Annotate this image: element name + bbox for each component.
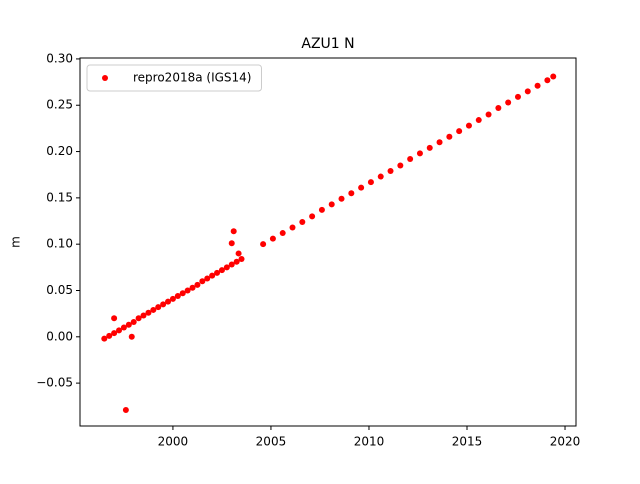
point — [387, 168, 394, 175]
point — [189, 284, 196, 291]
point — [228, 240, 235, 247]
point — [377, 173, 384, 180]
point — [169, 295, 176, 302]
legend-box — [86, 64, 262, 92]
point — [128, 333, 135, 340]
point — [495, 105, 502, 112]
y-tick-label: 0.25 — [46, 98, 73, 112]
y-tick-label: 0.00 — [46, 329, 73, 343]
point — [111, 330, 118, 337]
point — [269, 235, 276, 242]
point — [358, 184, 365, 191]
point — [407, 155, 414, 162]
point — [155, 304, 162, 311]
point — [230, 228, 237, 235]
point — [456, 128, 463, 135]
x-tick-label: 2005 — [256, 435, 287, 449]
x-tick-label: 2015 — [452, 435, 483, 449]
point — [328, 201, 335, 208]
point — [174, 293, 181, 300]
point — [120, 324, 127, 331]
point — [145, 309, 152, 316]
y-tick-label: −0.05 — [36, 376, 73, 390]
point — [238, 255, 245, 262]
y-tick-label: 0.20 — [46, 144, 73, 158]
x-tick-label: 2010 — [354, 435, 385, 449]
point — [233, 258, 240, 265]
point — [426, 144, 433, 151]
point — [111, 315, 118, 322]
point — [179, 290, 186, 297]
point — [485, 111, 492, 118]
point — [199, 278, 206, 285]
point — [475, 117, 482, 124]
point — [223, 264, 230, 271]
point — [165, 298, 172, 305]
point — [140, 312, 147, 319]
plot-frame — [79, 57, 577, 427]
point — [309, 213, 316, 220]
point — [436, 139, 443, 146]
point — [204, 275, 211, 282]
point — [397, 162, 404, 169]
point — [289, 224, 296, 231]
point — [318, 206, 325, 213]
point — [279, 230, 286, 237]
y-tick-label: 0.05 — [46, 283, 73, 297]
point — [550, 73, 557, 80]
y-tick-label: 0.30 — [46, 51, 73, 65]
x-tick-label: 2000 — [158, 435, 189, 449]
y-tick-label: 0.10 — [46, 237, 73, 251]
point — [209, 272, 216, 279]
point — [446, 133, 453, 140]
point — [465, 122, 472, 129]
point — [101, 335, 108, 342]
point — [150, 306, 157, 313]
point — [106, 332, 113, 339]
point — [194, 281, 201, 288]
point — [160, 301, 167, 308]
point — [235, 250, 242, 257]
point — [214, 269, 221, 276]
point — [505, 99, 512, 106]
point — [534, 82, 541, 89]
point — [524, 88, 531, 95]
point — [367, 179, 374, 186]
point — [260, 241, 267, 248]
point — [228, 261, 235, 268]
point — [338, 195, 345, 202]
point — [218, 267, 225, 274]
point — [122, 406, 129, 413]
legend-label: repro2018a (IGS14) — [133, 71, 251, 85]
y-axis-label: m — [9, 236, 23, 248]
y-tick-label: 0.15 — [46, 190, 73, 204]
point — [299, 218, 306, 225]
x-tick-label: 2020 — [550, 435, 581, 449]
point — [184, 287, 191, 294]
point — [514, 93, 521, 100]
point — [135, 315, 142, 322]
chart-title: AZU1 N — [301, 36, 354, 52]
point — [130, 318, 137, 325]
point — [348, 190, 355, 197]
point — [544, 77, 551, 84]
legend-marker — [102, 75, 108, 81]
point — [116, 327, 123, 334]
point — [416, 150, 423, 157]
point — [125, 321, 132, 328]
